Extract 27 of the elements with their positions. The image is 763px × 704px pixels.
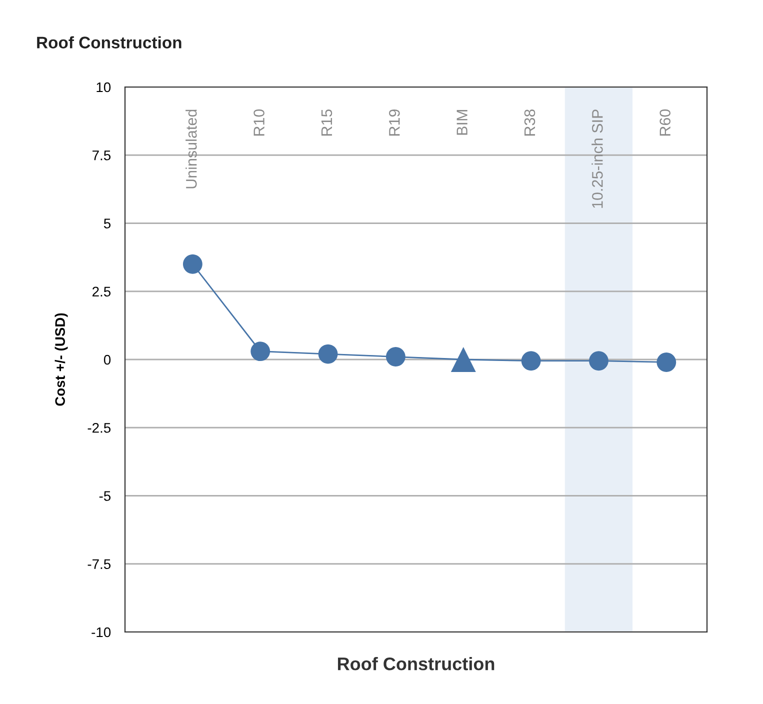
- y-tick-label: 2.5: [92, 286, 111, 297]
- x-tick-label: R10: [254, 109, 264, 136]
- x-axis-title: Roof Construction: [37, 36, 182, 48]
- x-tick-label: 10.25-inch SIP: [592, 110, 603, 208]
- x-tick-label: Uninsulated: [186, 110, 197, 188]
- point: [386, 347, 406, 366]
- y-axis-title: Cost +/- (USD): [54, 313, 68, 406]
- x-tick-label: R38: [524, 109, 536, 136]
- x-tick-label: R60: [660, 109, 670, 136]
- y-tick-label: 10: [96, 82, 111, 92]
- x-tick-label: R15: [321, 109, 332, 136]
- point: [182, 254, 202, 274]
- x-tick-label: BIM: [456, 110, 468, 135]
- y-tick-label: 5: [104, 218, 111, 228]
- point: [318, 344, 338, 364]
- y-tick-label: 7.5: [92, 150, 111, 160]
- y-tick-label: -7.5: [88, 559, 111, 570]
- y-tick-label: -10: [92, 627, 111, 638]
- text: Roof Construction: [338, 657, 494, 670]
- point: [589, 351, 608, 371]
- point: [250, 342, 270, 362]
- x-tick-label: R19: [388, 110, 400, 136]
- y-tick-label: 0: [104, 354, 111, 365]
- point: [521, 351, 541, 371]
- y-tick-label: -5: [99, 491, 111, 501]
- y-tick-label: -2.5: [88, 422, 111, 433]
- point: [656, 352, 676, 372]
